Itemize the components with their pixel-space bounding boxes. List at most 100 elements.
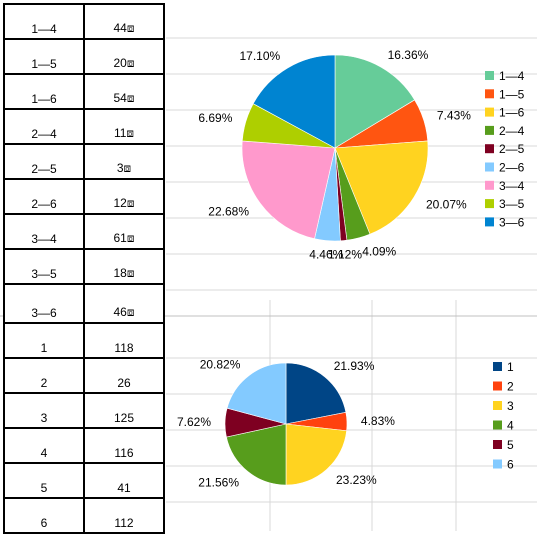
legend-swatch xyxy=(493,401,502,410)
legend-swatch xyxy=(485,107,494,117)
legend-swatch xyxy=(485,71,494,80)
legend-label: 6 xyxy=(507,458,514,472)
legend-label: 1—6 xyxy=(499,106,525,120)
legend-swatch xyxy=(493,420,502,430)
pie-slice[interactable] xyxy=(334,54,416,149)
table-cell[interactable]: 3—4 xyxy=(3,213,85,250)
table-cell[interactable]: 12⧈ xyxy=(83,178,165,215)
data-label: 21.93% xyxy=(334,359,375,373)
table-cell[interactable]: 18⧈ xyxy=(83,248,165,285)
legend-swatch xyxy=(493,362,502,371)
pie-slice[interactable] xyxy=(252,54,336,149)
data-label: 20.07% xyxy=(426,197,467,211)
table-cell[interactable]: 5 xyxy=(3,462,85,499)
table-cell[interactable]: 118 xyxy=(83,322,165,359)
legend-label: 5 xyxy=(507,438,514,452)
pie-slice[interactable] xyxy=(285,362,347,425)
pie-slice[interactable] xyxy=(334,140,429,235)
data-label: 20.82% xyxy=(200,358,241,372)
legend-label: 3—5 xyxy=(499,197,525,211)
data-label: 6.69% xyxy=(198,111,232,125)
table-row: 1—6 54⧈ xyxy=(3,73,165,110)
data-label: 7.62% xyxy=(177,415,211,429)
legend-swatch xyxy=(485,144,494,154)
table-row: 2—6 12⧈ xyxy=(3,178,165,215)
table-cell[interactable]: 116 xyxy=(83,427,165,464)
pie-slice[interactable] xyxy=(226,423,287,486)
table-cell[interactable]: 26 xyxy=(83,357,165,394)
table-cell[interactable]: 3—5 xyxy=(3,248,85,285)
table-cell[interactable]: 1—5 xyxy=(3,38,85,75)
table-cell[interactable]: 2 xyxy=(3,357,85,394)
table-cell[interactable]: 11⧈ xyxy=(83,108,165,145)
legend-swatch xyxy=(485,162,494,172)
table-cell[interactable]: 1—6 xyxy=(3,73,85,110)
table-row: 3—4 61⧈ xyxy=(3,213,165,250)
table-cell[interactable]: 3—6 xyxy=(3,283,85,324)
pie-slice[interactable] xyxy=(285,423,347,486)
singles-table: 1 118 2 26 3 125 4 116 5 41 6 112 xyxy=(3,322,165,534)
table-cell[interactable]: 44⧈ xyxy=(83,3,165,40)
table-cell[interactable]: 3 xyxy=(3,392,85,429)
table-cell[interactable]: 2—6 xyxy=(3,178,85,215)
data-label: 1.12% xyxy=(328,248,362,262)
pairs-table: 1—4 44⧈ 1—5 20⧈ 1—6 54⧈ 2—4 11⧈ 2—5 3⧈ 2… xyxy=(3,3,165,324)
legend-swatch xyxy=(493,459,502,469)
pie-slice[interactable] xyxy=(241,140,336,240)
legend-label: 1 xyxy=(507,360,514,374)
data-label: 16.36% xyxy=(388,48,429,62)
data-label: 7.43% xyxy=(437,108,471,122)
legend-label: 2—4 xyxy=(499,124,525,138)
data-label: 23.23% xyxy=(336,473,377,487)
table-cell[interactable]: 46⧈ xyxy=(83,283,165,324)
table-cell[interactable]: 4 xyxy=(3,427,85,464)
legend-swatch xyxy=(485,180,494,190)
table-cell[interactable]: 125 xyxy=(83,392,165,429)
table-cell[interactable]: 61⧈ xyxy=(83,213,165,250)
data-label: 4.09% xyxy=(362,245,396,259)
table-cell[interactable]: 3⧈ xyxy=(83,143,165,180)
table-row: 5 41 xyxy=(3,462,165,499)
table-cell[interactable]: 6 xyxy=(3,497,85,534)
legend-swatch xyxy=(485,89,494,99)
table-cell[interactable]: 2—5 xyxy=(3,143,85,180)
table-cell[interactable]: 2—4 xyxy=(3,108,85,145)
legend-label: 1—5 xyxy=(499,87,525,101)
legend-label: 2—5 xyxy=(499,142,525,156)
legend-label: 2 xyxy=(507,380,514,394)
table-cell[interactable]: 41 xyxy=(83,462,165,499)
table-cell[interactable]: 54⧈ xyxy=(83,73,165,110)
data-label: 4.46% xyxy=(309,248,343,262)
data-label: 4.83% xyxy=(361,414,395,428)
data-label: 21.56% xyxy=(198,475,239,489)
legend-label: 3 xyxy=(507,399,514,413)
data-label: 22.68% xyxy=(208,205,249,219)
pie-slice[interactable] xyxy=(226,362,287,425)
table-cell[interactable]: 20⧈ xyxy=(83,38,165,75)
legend-swatch xyxy=(485,199,494,209)
table-row: 2 26 xyxy=(3,357,165,394)
legend-swatch xyxy=(485,125,494,135)
table-row: 4 116 xyxy=(3,427,165,464)
data-label: 17.10% xyxy=(239,49,280,63)
legend-label: 3—6 xyxy=(499,215,525,229)
legend-label: 1—4 xyxy=(499,69,525,83)
legend-label: 2—6 xyxy=(499,161,525,175)
table-cell[interactable]: 1 xyxy=(3,322,85,359)
table-row: 3—5 18⧈ xyxy=(3,248,165,285)
table-row: 2—5 3⧈ xyxy=(3,143,165,180)
legend-swatch xyxy=(493,440,502,449)
legend-swatch xyxy=(485,217,494,227)
legend-label: 4 xyxy=(507,419,514,433)
table-cell[interactable]: 1—4 xyxy=(3,3,85,40)
table-row: 1 118 xyxy=(3,322,165,359)
legend-swatch xyxy=(493,381,502,391)
table-row: 2—4 11⧈ xyxy=(3,108,165,145)
table-row: 1—5 20⧈ xyxy=(3,38,165,75)
legend-label: 3—4 xyxy=(499,179,525,193)
table-row: 3 125 xyxy=(3,392,165,429)
table-row: 3—6 46⧈ xyxy=(3,283,165,324)
table-row: 1—4 44⧈ xyxy=(3,3,165,40)
